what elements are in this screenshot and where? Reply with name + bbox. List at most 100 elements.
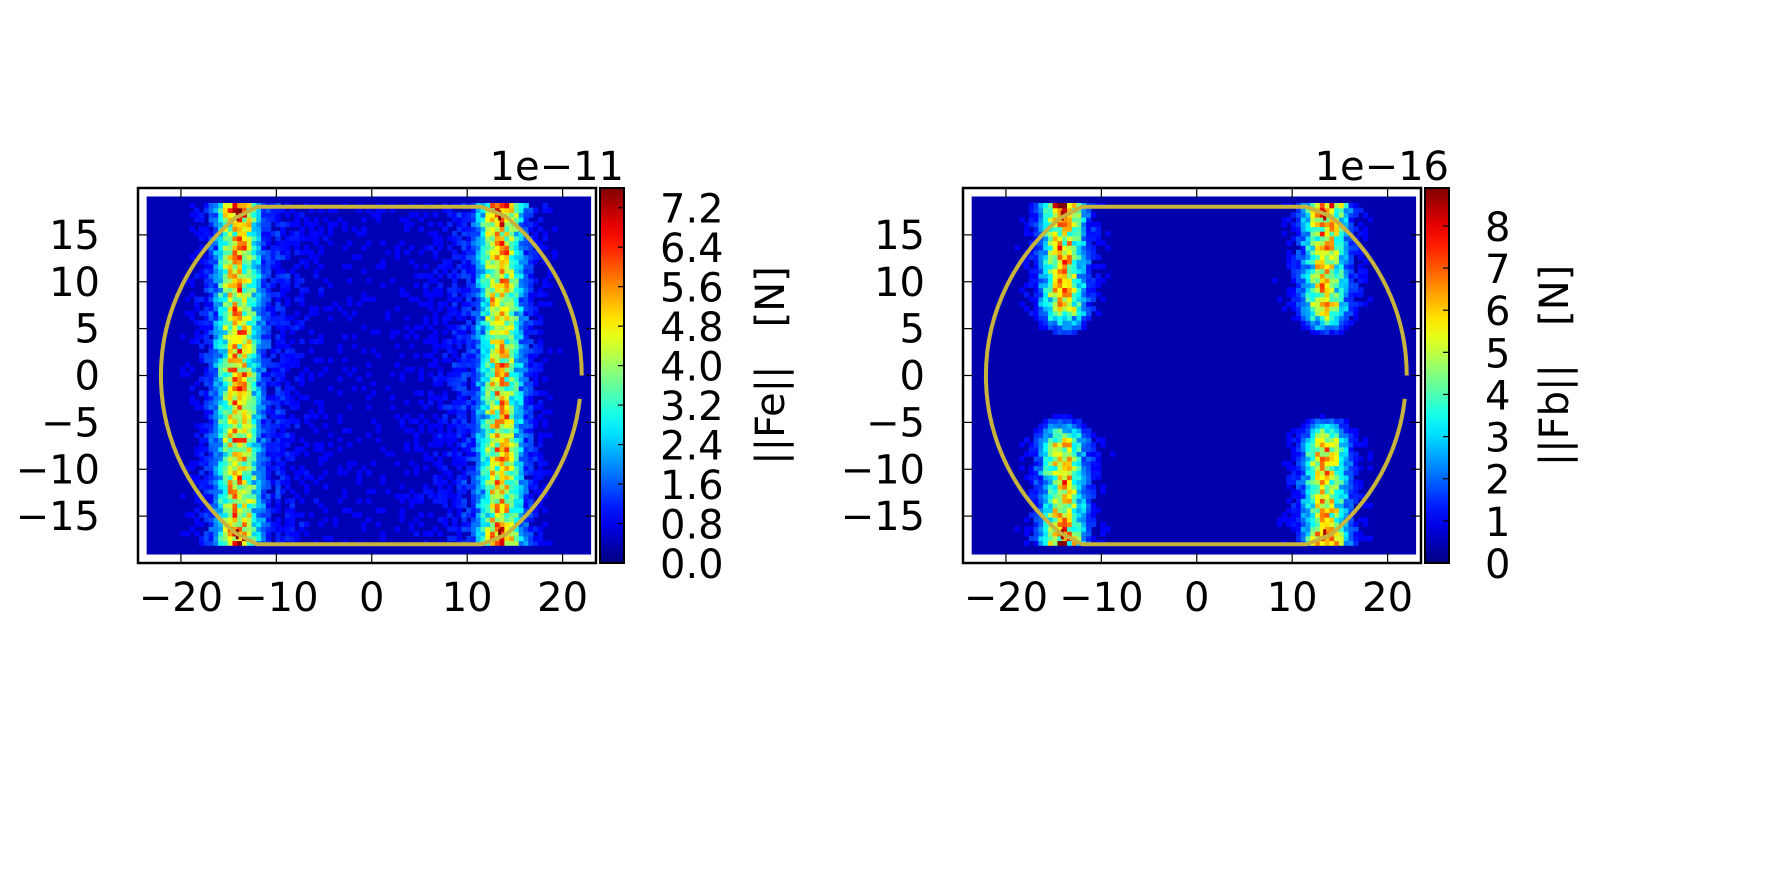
heatmap-cell [1329, 278, 1335, 284]
heatmap-cell [1057, 240, 1063, 246]
heatmap-cell [1062, 503, 1068, 509]
heatmap-cell [251, 306, 257, 312]
heatmap-cell [1310, 498, 1316, 504]
heatmap-cell [1324, 296, 1330, 303]
heatmap-cell [518, 484, 525, 490]
heatmap-cell [299, 353, 305, 359]
heatmap-cell [194, 217, 200, 223]
heatmap-cell [237, 353, 243, 359]
heatmap-cell [1315, 273, 1321, 279]
heatmap-cell [547, 432, 553, 438]
heatmap-cell [1081, 465, 1087, 471]
heatmap-cell [1038, 493, 1044, 499]
heatmap-cell [242, 245, 248, 251]
heatmap-cell [1100, 240, 1106, 246]
heatmap-cell [256, 310, 262, 317]
heatmap-cell [504, 254, 510, 260]
heatmap-cell [442, 353, 448, 359]
heatmap-cell [275, 268, 281, 274]
heatmap-cell [447, 470, 453, 476]
heatmap-cell [256, 273, 262, 279]
heatmap-cell [275, 362, 281, 368]
heatmap-cell [428, 296, 434, 303]
heatmap-cell [475, 273, 482, 279]
heatmap-cell [232, 423, 238, 429]
colorbar-tick-label: 6.4 [660, 226, 724, 272]
heatmap-cell [1300, 517, 1307, 523]
heatmap-cell [270, 306, 276, 312]
heatmap-cell [1086, 278, 1092, 284]
heatmap-cell [408, 296, 415, 303]
heatmap-cell [294, 404, 300, 410]
heatmap-cell [475, 470, 482, 476]
heatmap-cell [456, 381, 463, 387]
heatmap-cell [251, 428, 257, 434]
heatmap-cell [1081, 292, 1087, 298]
heatmap-cell [490, 517, 496, 523]
heatmap-cell [1071, 245, 1078, 251]
heatmap-cell [504, 367, 510, 373]
heatmap-cell [447, 245, 453, 251]
heatmap-cell [461, 306, 467, 312]
heatmap-cell [1076, 465, 1082, 471]
heatmap-cell [428, 488, 434, 495]
heatmap-cell [203, 254, 210, 260]
heatmap-cell [218, 353, 224, 359]
heatmap-cell [1081, 254, 1087, 260]
heatmap-cell [313, 306, 319, 312]
heatmap-cell [471, 362, 477, 368]
heatmap-cell [1296, 535, 1302, 542]
heatmap-cell [490, 432, 496, 438]
heatmap-cell [1081, 306, 1087, 312]
heatmap-cell [461, 287, 467, 293]
heatmap-cell [418, 521, 424, 528]
heatmap-cell [227, 212, 234, 218]
heatmap-cell [313, 235, 319, 242]
heatmap-cell [394, 254, 401, 260]
heatmap-cell [1315, 432, 1321, 438]
heatmap-cell [1038, 315, 1044, 321]
heatmap-cell [213, 362, 219, 368]
heatmap-cell [261, 442, 267, 448]
heatmap-cell [227, 498, 234, 504]
heatmap-cell [227, 338, 234, 345]
heatmap-cell [1319, 324, 1326, 331]
heatmap-cell [1358, 535, 1364, 542]
heatmap-cell [1038, 310, 1044, 317]
heatmap-cell [246, 287, 253, 293]
heatmap-cell [1286, 217, 1292, 223]
heatmap-cell [1305, 292, 1311, 298]
x-tick-label: 10 [442, 575, 493, 621]
heatmap-cell [256, 292, 262, 298]
heatmap-cell [1300, 310, 1307, 317]
heatmap-cell [437, 437, 443, 443]
heatmap-cell [1067, 517, 1073, 523]
heatmap-cell [1033, 531, 1039, 537]
heatmap-cell [375, 507, 381, 513]
heatmap-cell [1324, 488, 1330, 495]
heatmap-cell [256, 503, 262, 509]
heatmap-cell [208, 531, 214, 537]
heatmap-cell [471, 470, 477, 476]
heatmap-cell [327, 231, 334, 237]
heatmap-cell [533, 329, 539, 335]
heatmap-cell [208, 456, 214, 462]
heatmap-cell [461, 456, 467, 462]
heatmap-cell [270, 423, 276, 429]
heatmap-cell [304, 488, 310, 495]
heatmap-cell [1047, 235, 1054, 242]
heatmap-cell [342, 470, 348, 476]
heatmap-cell [222, 329, 229, 335]
heatmap-cell [437, 263, 443, 270]
heatmap-cell [1038, 292, 1044, 298]
heatmap-cell [1310, 254, 1316, 260]
heatmap-cell [513, 371, 520, 378]
heatmap-cell [518, 493, 525, 499]
heatmap-cell [1062, 254, 1068, 260]
heatmap-cell [237, 507, 243, 513]
heatmap-cell [1052, 484, 1059, 490]
heatmap-cell [366, 404, 372, 410]
heatmap-cell [251, 259, 257, 265]
heatmap-cell [480, 263, 486, 270]
heatmap-cell [1300, 273, 1307, 279]
